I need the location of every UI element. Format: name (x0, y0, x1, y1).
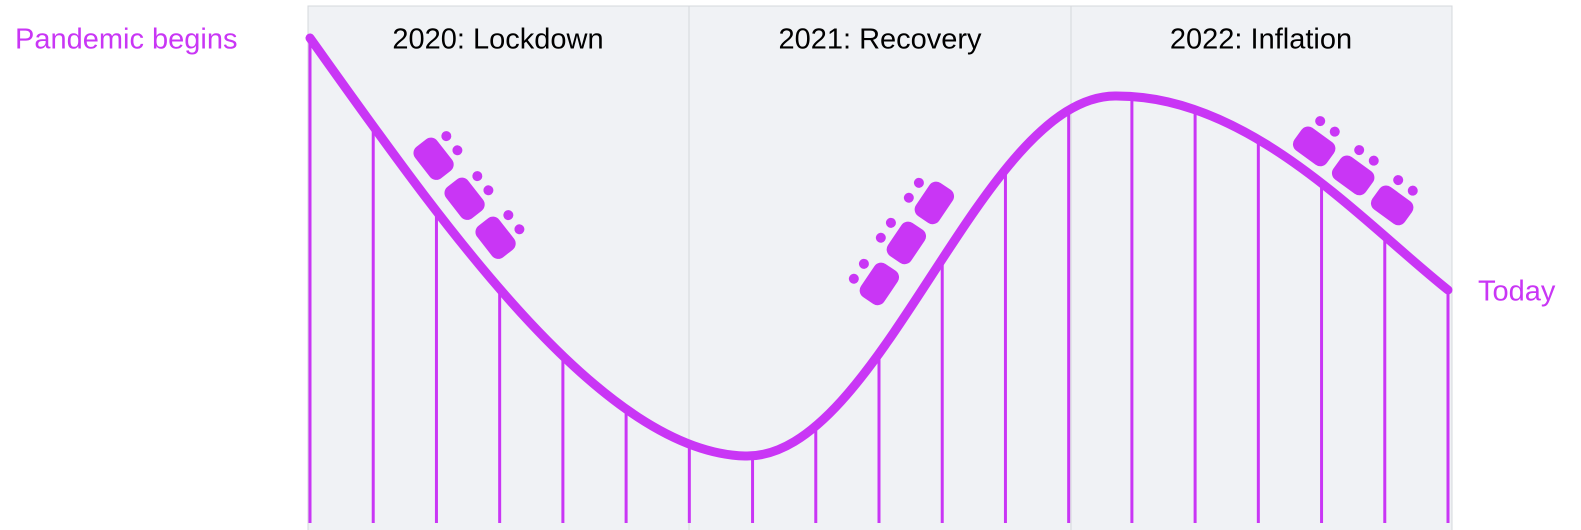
end-label: Today (1478, 276, 1556, 308)
page: 2020: Lockdown 2021: Recovery 2022: Infl… (0, 0, 1581, 530)
phase-title: 2022: Inflation (1170, 24, 1352, 56)
phase-title: 2021: Recovery (778, 24, 982, 56)
phase-title: 2020: Lockdown (392, 24, 603, 56)
diagram: 2020: Lockdown 2021: Recovery 2022: Infl… (0, 0, 1581, 530)
start-label: Pandemic begins (15, 24, 237, 56)
phase-panel (1071, 6, 1452, 530)
